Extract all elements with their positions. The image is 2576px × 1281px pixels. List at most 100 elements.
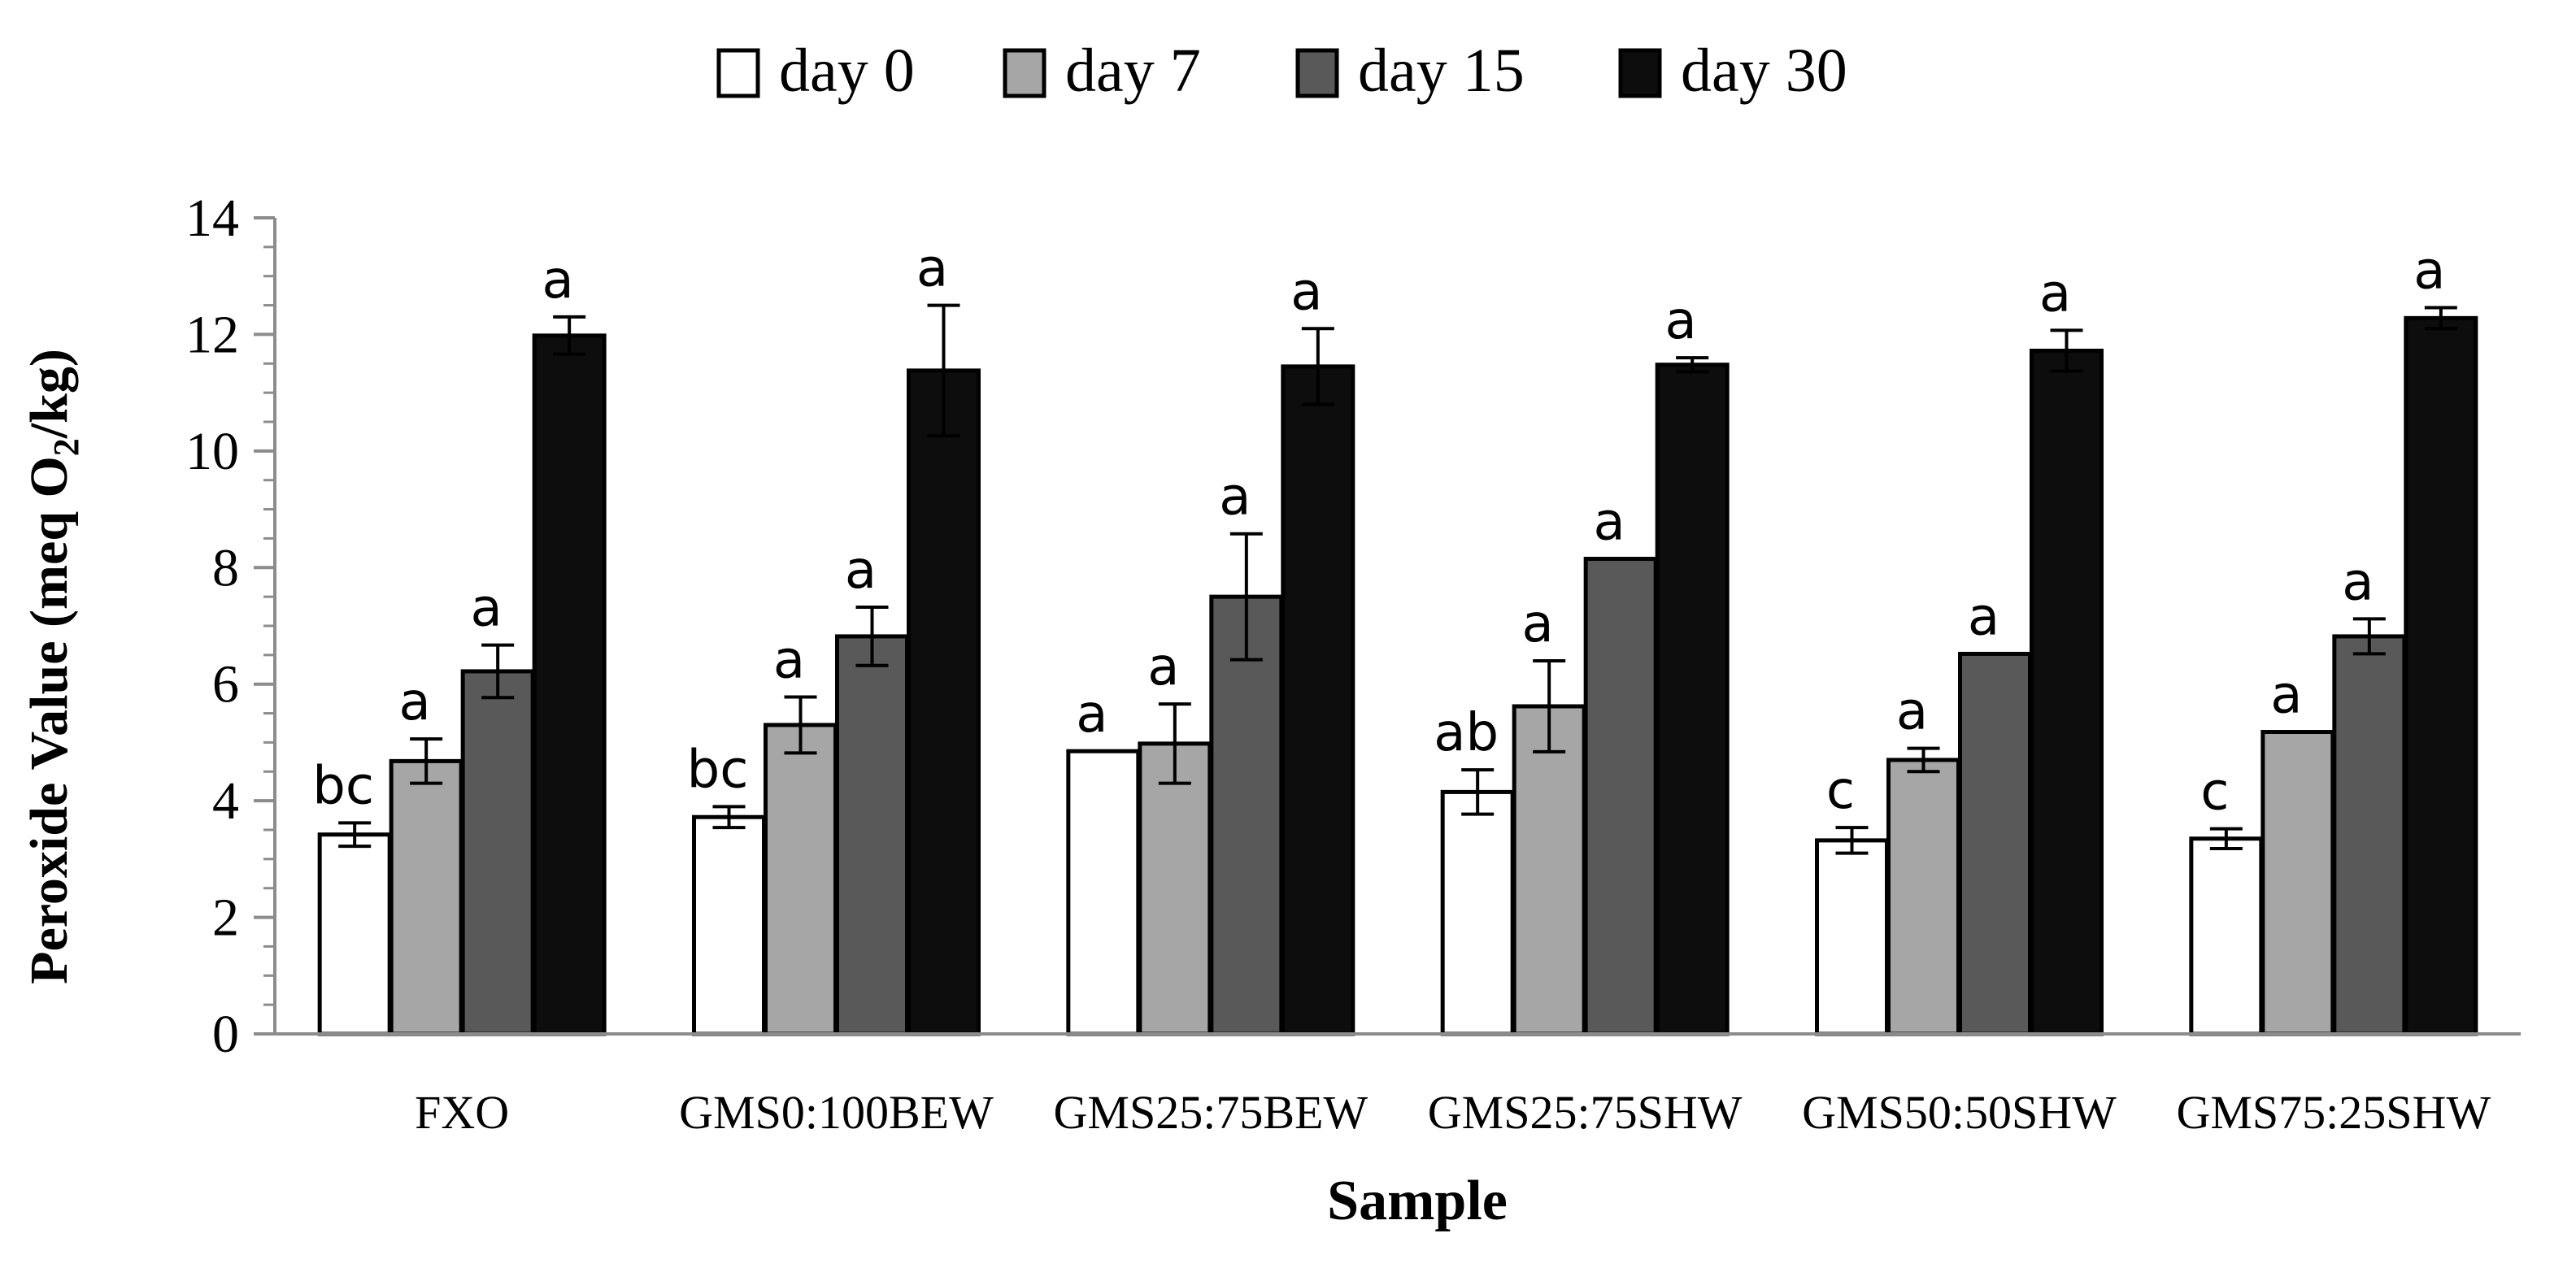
legend-label: day 30 xyxy=(1681,37,1847,105)
y-axis-title-tail: /kg) xyxy=(20,349,79,439)
significance-letter: a xyxy=(1665,291,1697,351)
bar-day-0-fxo xyxy=(317,832,392,1036)
significance-letter: a xyxy=(1147,637,1179,697)
error-bar-day-15-gms75-25shw xyxy=(2352,617,2386,656)
bar-day-7-gms25-75shw xyxy=(1512,704,1586,1036)
bar-day-7-gms0-100bew xyxy=(764,723,838,1036)
y-axis-title-main: Peroxide Value (meq O xyxy=(20,456,79,984)
significance-letter: a xyxy=(2342,552,2374,612)
significance-letter: a xyxy=(1219,467,1251,528)
x-axis-title: Sample xyxy=(1327,1170,1508,1232)
error-bar-day-30-gms50-50shw xyxy=(2050,328,2083,373)
x-tick-label-gms75-25shw: GMS75:25SHW xyxy=(2176,1086,2491,1139)
legend-item-day-0: day 0 xyxy=(716,37,915,105)
x-tick-label-gms0-100bew: GMS0:100BEW xyxy=(679,1086,994,1139)
error-bar-day-0-gms75-25shw xyxy=(2209,827,2243,850)
bar-day-15-gms25-75shw xyxy=(1583,557,1658,1036)
bar-day-15-gms0-100bew xyxy=(835,634,909,1036)
bar-day-30-fxo xyxy=(532,333,607,1036)
legend-label: day 15 xyxy=(1358,37,1525,105)
series-day-15: aaa aaa xyxy=(460,467,2407,1036)
bar-day-7-gms25-75bew xyxy=(1138,741,1212,1036)
error-bar-day-7-gms50-50shw xyxy=(1907,746,1940,774)
x-tick-label-gms25-75bew: GMS25:75BEW xyxy=(1053,1086,1368,1139)
significance-letter: ab xyxy=(1434,703,1499,763)
significance-letter: a xyxy=(2039,263,2071,324)
bar-day-0-gms50-50shw xyxy=(1815,838,1889,1036)
bar-day-15-fxo xyxy=(460,669,535,1036)
significance-letter: bc xyxy=(687,740,749,800)
legend-item-day-7: day 7 xyxy=(1003,37,1201,105)
significance-letter: a xyxy=(399,672,431,732)
significance-letter: a xyxy=(2413,241,2445,301)
y-axis: 0 2 4 6 8 10 12 14 xyxy=(185,189,276,1064)
error-bar-day-15-fxo xyxy=(481,643,515,700)
error-bar-day-0-gms25-75shw xyxy=(1461,768,1495,816)
x-axis: FXO GMS0:100BEW GMS25:75BEW GMS25:75SHW GMS5… xyxy=(275,1032,2521,1139)
significance-letter: a xyxy=(542,250,574,310)
y-tick-label: 14 xyxy=(185,189,239,248)
bar-day-15-gms25-75bew xyxy=(1209,594,1284,1036)
bar-day-30-gms25-75bew xyxy=(1281,364,1355,1036)
significance-letter: a xyxy=(916,239,948,299)
significance-letter: a xyxy=(471,579,503,639)
y-tick-label: 0 xyxy=(212,1005,239,1064)
error-bar-day-30-gms0-100bew xyxy=(927,303,960,438)
bar-day-0-gms25-75bew xyxy=(1066,749,1141,1036)
bar-day-0-gms0-100bew xyxy=(692,814,766,1036)
legend-swatch xyxy=(1003,48,1046,98)
legend-item-day-30: day 30 xyxy=(1618,37,1847,105)
significance-letter: c xyxy=(1826,761,1855,821)
error-bar-day-7-fxo xyxy=(410,737,443,785)
x-tick-label-gms25-75shw: GMS25:75SHW xyxy=(1428,1086,1743,1139)
error-bar-day-15-gms25-75bew xyxy=(1229,532,1263,662)
bar-day-30-gms75-25shw xyxy=(2404,315,2478,1036)
error-bar-day-7-gms0-100bew xyxy=(784,695,817,755)
legend-label: day 7 xyxy=(1065,37,1201,105)
significance-letter: a xyxy=(1896,682,1928,742)
significance-letter: a xyxy=(1594,493,1625,553)
legend-swatch xyxy=(1618,48,1662,98)
error-bar-day-15-gms0-100bew xyxy=(855,606,889,667)
x-tick-label-fxo: FXO xyxy=(415,1086,509,1139)
y-tick-label: 12 xyxy=(185,305,239,364)
bar-day-0-gms25-75shw xyxy=(1440,789,1515,1036)
bar-day-15-gms75-25shw xyxy=(2332,634,2407,1036)
error-bar-day-0-gms50-50shw xyxy=(1835,826,1869,855)
y-axis-title: Peroxide Value (meq O2/kg) xyxy=(20,349,86,984)
error-bar-day-30-fxo xyxy=(553,315,586,356)
significance-letter: a xyxy=(1968,587,1999,647)
significance-letter: a xyxy=(845,541,877,601)
series-day-7: aa aaa a xyxy=(389,594,2335,1036)
y-tick-label: 4 xyxy=(212,771,239,831)
legend-label: day 0 xyxy=(779,37,915,105)
bar-day-30-gms50-50shw xyxy=(2030,349,2104,1036)
significance-letter: a xyxy=(773,630,805,690)
significance-letter: a xyxy=(1290,262,1322,322)
significance-letter: a xyxy=(1522,594,1554,654)
error-bar-day-0-fxo xyxy=(338,821,372,849)
error-bar-day-7-gms25-75bew xyxy=(1158,702,1191,785)
legend: day 0 day 7 day 15 day 30 xyxy=(716,37,1847,105)
error-bar-day-7-gms25-75shw xyxy=(1533,659,1566,753)
error-bar-day-0-gms0-100bew xyxy=(712,805,746,830)
significance-letter: a xyxy=(2270,666,2302,726)
bar-day-7-gms50-50shw xyxy=(1886,758,1960,1036)
significance-letter: a xyxy=(1076,684,1107,745)
error-bar-day-30-gms25-75bew xyxy=(1301,327,1334,406)
legend-item-day-15: day 15 xyxy=(1295,37,1525,105)
error-bar-day-30-gms75-25shw xyxy=(2424,306,2457,331)
bar-day-30-gms0-100bew xyxy=(907,368,981,1036)
y-tick-label: 8 xyxy=(212,538,239,597)
legend-swatch xyxy=(716,48,760,98)
bar-day-0-gms75-25shw xyxy=(2189,836,2264,1036)
bar-day-15-gms50-50shw xyxy=(1958,651,2032,1036)
significance-letter: c xyxy=(2200,762,2229,823)
legend-swatch xyxy=(1295,48,1339,98)
significance-letter: bc xyxy=(312,756,374,816)
y-axis-title-subscript: 2 xyxy=(46,438,86,456)
y-tick-label: 6 xyxy=(212,655,239,714)
